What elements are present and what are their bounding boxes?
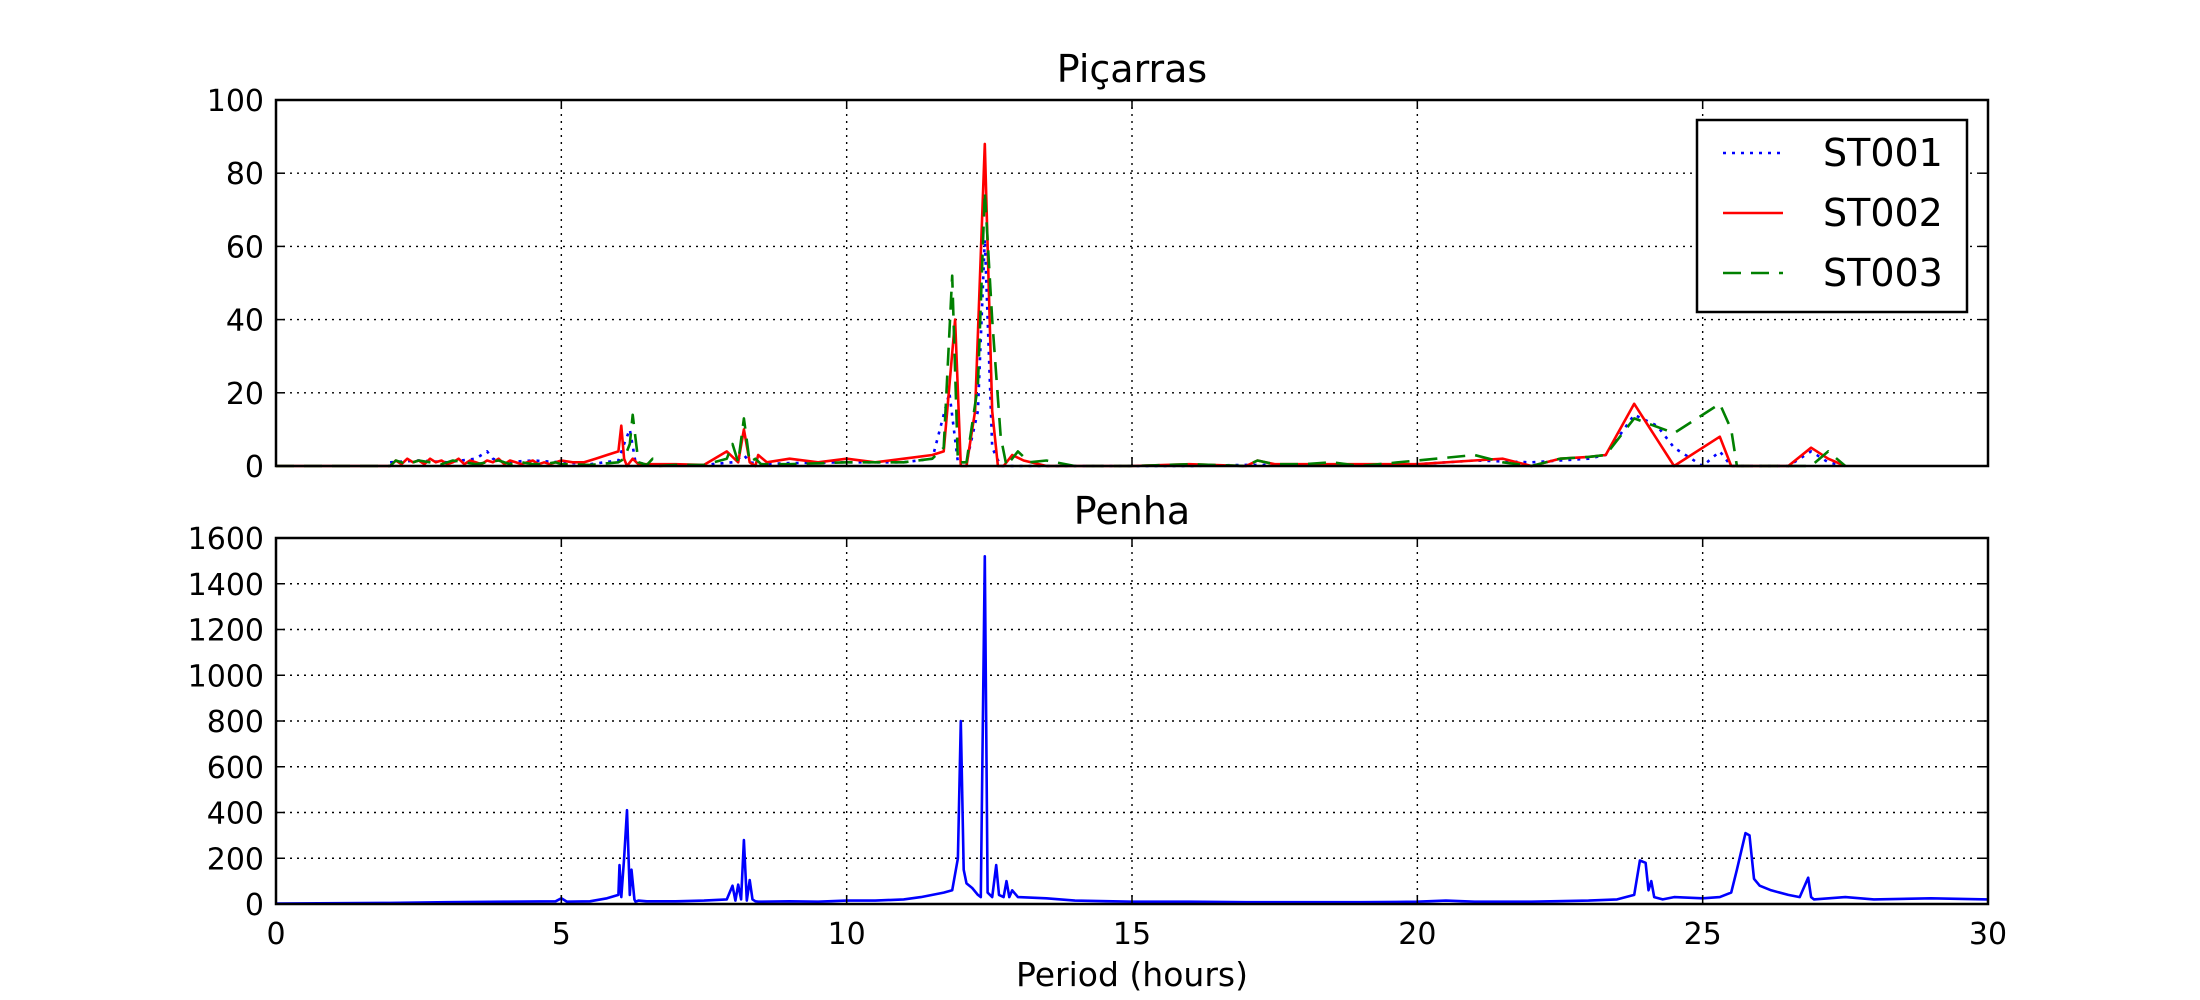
series-line-penha — [275, 554, 1989, 905]
x-tick-label: 0 — [266, 917, 285, 952]
x-tick-label: 15 — [1113, 917, 1151, 952]
y-tick-label: 1600 — [188, 522, 264, 557]
y-tick-label: 60 — [226, 230, 264, 265]
legend: ST001 ST002 ST003 — [1695, 118, 1969, 314]
chart-picarras: Piçarras 0 20 40 60 80 100 ST001 ST002 ST003 — [207, 47, 1990, 485]
legend-label-st001: ST001 — [1823, 131, 1943, 175]
y-tick-label: 1400 — [188, 568, 264, 603]
chart-penha: Penha 0 200 400 600 800 1000 1200 1400 1600 0 5 10… — [188, 489, 2007, 994]
x-tick-label: 25 — [1684, 917, 1722, 952]
legend-label-st002: ST002 — [1823, 191, 1943, 235]
series-layer — [276, 142, 1847, 468]
y-tick-label: 100 — [207, 84, 264, 119]
y-tick-label: 20 — [226, 377, 264, 412]
series-layer — [275, 554, 1989, 905]
y-tick-label: 400 — [207, 797, 264, 832]
chart-title: Piçarras — [1057, 47, 1207, 91]
y-tick-label: 800 — [207, 705, 264, 740]
x-tick-label: 10 — [828, 917, 866, 952]
chart-title: Penha — [1074, 489, 1190, 533]
x-axis-ticks: 0 5 10 15 20 25 30 — [266, 538, 2007, 952]
y-tick-label: 80 — [226, 157, 264, 192]
y-tick-label: 600 — [207, 751, 264, 786]
x-axis-label: Period (hours) — [1016, 955, 1248, 994]
x-tick-label: 30 — [1969, 917, 2007, 952]
y-tick-label: 1000 — [188, 659, 264, 694]
plot-frame — [274, 98, 1990, 468]
x-tick-label: 20 — [1398, 917, 1436, 952]
y-tick-label: 40 — [226, 304, 264, 339]
gridlines — [276, 538, 1988, 904]
y-tick-label: 1200 — [188, 614, 264, 649]
y-tick-label: 200 — [207, 842, 264, 877]
legend-label-st003: ST003 — [1823, 251, 1943, 295]
plot-frame — [274, 536, 1990, 906]
x-tick-label: 5 — [552, 917, 571, 952]
series-line-st003 — [276, 190, 1847, 468]
y-tick-label: 0 — [245, 888, 264, 923]
y-tick-label: 0 — [245, 450, 264, 485]
